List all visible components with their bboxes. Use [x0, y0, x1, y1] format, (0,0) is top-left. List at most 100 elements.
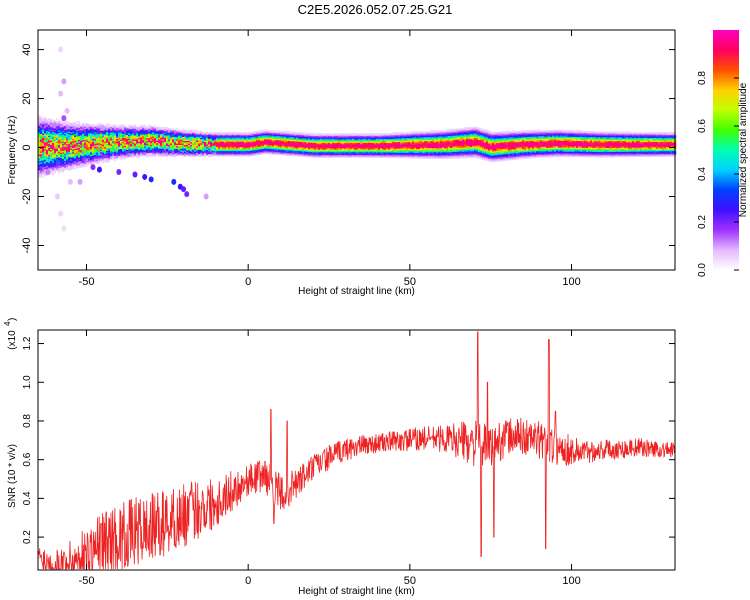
spectrogram-cell: [170, 143, 173, 145]
spectrogram-cell: [444, 134, 447, 137]
spectrogram-cell: [216, 149, 219, 152]
spectrogram-cell: [416, 135, 419, 137]
spectrogram-cell: [84, 140, 87, 143]
spectrogram-cell: [426, 147, 429, 150]
spectrogram-cell: [324, 150, 327, 153]
spectrogram-cell: [92, 149, 95, 152]
spectrogram-cell: [464, 151, 467, 153]
spectrogram-cell: [292, 154, 295, 157]
spectrogram-cell: [136, 128, 139, 130]
spectrogram-cell: [474, 137, 477, 140]
spectrogram-cell: [410, 140, 413, 143]
spectrogram-cell: [140, 138, 143, 141]
spectrogram-cell: [182, 150, 185, 152]
spectrogram-cell: [82, 144, 85, 146]
spectrogram-cell: [472, 130, 475, 133]
spectrogram-cell: [164, 152, 167, 155]
spectrogram-cell: [168, 141, 171, 144]
spectrogram-cell: [306, 148, 309, 151]
spectrogram-cell: [436, 133, 439, 135]
spectrogram-cell: [46, 159, 49, 161]
spectrogram-cell: [358, 152, 361, 154]
spectrogram-cell: [254, 143, 257, 145]
spectrogram-cell: [170, 155, 173, 157]
spectrogram-cell: [430, 155, 433, 158]
spectrogram-cell: [246, 153, 249, 156]
spectrogram-cell: [368, 134, 371, 137]
spectrogram-cell: [432, 146, 435, 149]
spectrogram-cell: [222, 152, 225, 154]
spectrogram-cell: [400, 155, 403, 157]
spectrogram-cell: [182, 135, 185, 137]
spectrogram-cell: [406, 152, 409, 155]
spectrogram-cell: [60, 138, 63, 141]
spectrogram-cell: [62, 155, 65, 158]
spectrogram-cell: [458, 136, 461, 139]
spectrogram-cell: [332, 150, 335, 153]
spectrogram-cell: [252, 135, 255, 137]
spectrogram-cell: [204, 145, 207, 148]
spectrogram-cell: [232, 144, 235, 146]
spectrogram-cell: [52, 133, 55, 135]
spectrogram-cell: [306, 143, 309, 146]
spectrogram-cell: [168, 137, 171, 140]
spectrogram-cell: [66, 138, 69, 141]
spectrogram-cell: [110, 138, 113, 141]
spectrogram-cell: [164, 128, 167, 130]
spectrogram-cell: [42, 134, 45, 137]
spectrogram-cell: [68, 160, 71, 163]
spectrogram-cell: [96, 142, 99, 144]
spectrogram-cell: [44, 152, 47, 155]
spectrogram-cell: [384, 148, 387, 150]
spectrogram-cell: [342, 134, 345, 137]
spectrogram-cell: [428, 157, 431, 159]
spectrogram-cell: [244, 137, 247, 139]
spectrogram-cell: [222, 146, 225, 149]
spectrogram-cell: [336, 152, 339, 154]
spectrogram-cell: [200, 143, 203, 145]
spectrogram-cell: [40, 129, 43, 132]
spectrogram-cell: [312, 155, 315, 158]
spectrogram-cell: [260, 135, 263, 138]
spectrogram-cell: [142, 146, 145, 149]
spectrogram-cell: [96, 162, 99, 164]
spectrogram-cell: [86, 125, 89, 128]
spectrogram-cell: [236, 137, 239, 139]
spectrogram-cell: [98, 160, 101, 163]
spectrogram-cell: [290, 148, 293, 151]
spectrogram-cell: [320, 139, 323, 142]
spectrogram-cell: [144, 149, 147, 151]
spectrogram-cell: [304, 140, 307, 143]
spectrogram-cell: [120, 156, 123, 159]
spectrogram-cell: [236, 149, 239, 152]
spectrogram-cell: [208, 137, 211, 140]
spectrogram-cell: [232, 152, 235, 154]
spectrogram-cell: [146, 128, 149, 131]
spectrogram-cell: [66, 137, 69, 139]
spectrogram-cell: [440, 149, 443, 151]
spectrogram-cell: [282, 136, 285, 138]
spectrogram-cell: [290, 135, 293, 138]
spectrogram-cell: [102, 154, 105, 156]
spectrogram-cell: [344, 145, 347, 147]
spectrogram-cell: [132, 147, 135, 150]
spectrogram-cell: [162, 144, 165, 147]
spectrogram-cell: [266, 149, 269, 152]
spectrogram-cell: [448, 150, 451, 153]
spectrogram-cell: [358, 146, 361, 149]
spectrogram-cell: [336, 153, 339, 155]
spectrogram-cell: [440, 142, 443, 145]
spectrogram-cell: [66, 139, 69, 142]
spectrogram-cell: [64, 132, 67, 135]
spectrogram-cell: [446, 138, 449, 141]
spectrogram-cell: [416, 151, 419, 154]
spectrogram-cell: [54, 147, 57, 150]
spectrogram-cell: [70, 168, 73, 171]
spectrogram-cell: [338, 138, 341, 141]
spectrogram-cell: [212, 136, 215, 138]
spectrogram-cell: [306, 142, 309, 144]
spectrogram-cell: [308, 148, 311, 151]
spectrogram-cell: [472, 140, 475, 142]
spectrogram-cell: [164, 144, 167, 147]
spectrogram-cell: [162, 155, 165, 157]
